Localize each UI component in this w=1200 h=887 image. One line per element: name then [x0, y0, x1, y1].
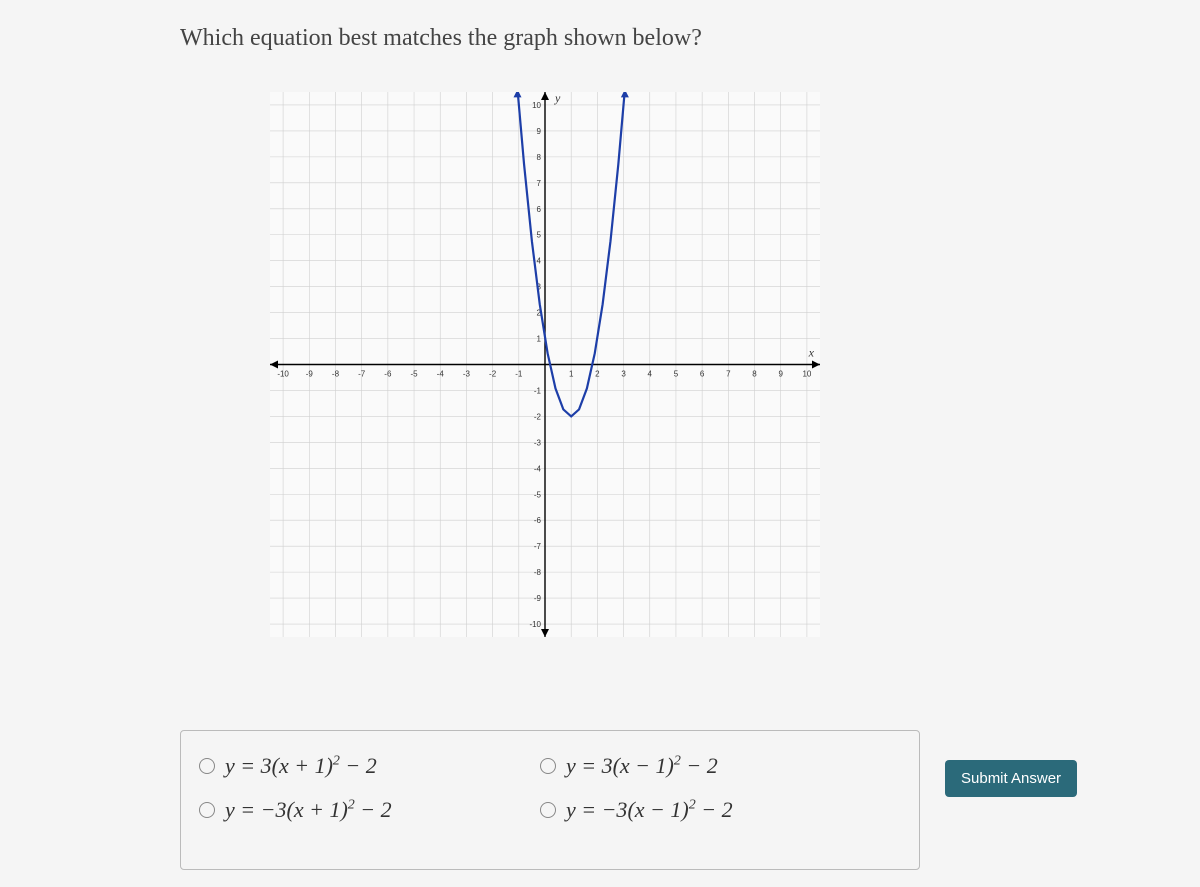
- eq-y: y: [225, 753, 235, 778]
- option-a[interactable]: y = 3(x + 1)2 − 2: [199, 753, 536, 779]
- svg-text:-10: -10: [277, 370, 289, 379]
- radio-icon: [540, 758, 556, 774]
- svg-text:9: 9: [778, 370, 783, 379]
- svg-text:5: 5: [537, 231, 542, 240]
- svg-text:-2: -2: [534, 412, 542, 421]
- page-root: Which equation best matches the graph sh…: [0, 0, 1200, 887]
- option-b[interactable]: y = 3(x − 1)2 − 2: [540, 753, 877, 779]
- svg-text:-3: -3: [463, 370, 471, 379]
- eq-x: x: [279, 753, 289, 778]
- eq-y: y: [566, 753, 576, 778]
- svg-text:6: 6: [537, 205, 542, 214]
- option-d-equation: y = −3(x − 1)2 − 2: [566, 797, 733, 823]
- svg-text:1: 1: [537, 335, 542, 344]
- eq-y: y: [225, 797, 235, 822]
- option-c-equation: y = −3(x + 1)2 − 2: [225, 797, 392, 823]
- option-d[interactable]: y = −3(x − 1)2 − 2: [540, 797, 877, 823]
- svg-text:10: 10: [532, 101, 541, 110]
- svg-text:7: 7: [726, 370, 731, 379]
- radio-icon: [199, 758, 215, 774]
- svg-text:-6: -6: [384, 370, 392, 379]
- svg-text:x: x: [808, 346, 815, 360]
- option-c[interactable]: y = −3(x + 1)2 − 2: [199, 797, 536, 823]
- svg-text:-8: -8: [534, 568, 542, 577]
- radio-icon: [199, 802, 215, 818]
- svg-text:-4: -4: [437, 370, 445, 379]
- svg-text:-5: -5: [410, 370, 418, 379]
- answer-options: y = 3(x + 1)2 − 2 y = 3(x − 1)2 − 2 y = …: [180, 730, 920, 870]
- option-a-equation: y = 3(x + 1)2 − 2: [225, 753, 377, 779]
- eq-x: x: [635, 797, 645, 822]
- svg-text:10: 10: [802, 370, 811, 379]
- parabola-graph: -10 -9 -8 -7 -6 -5 -4 -3 -2 -1 1 2 3 4 5 6 7 8 9 10 -10 -9 -8 -…: [270, 92, 820, 637]
- svg-text:5: 5: [674, 370, 679, 379]
- svg-text:-3: -3: [534, 438, 542, 447]
- svg-text:-9: -9: [306, 370, 314, 379]
- svg-text:-7: -7: [534, 542, 542, 551]
- option-b-equation: y = 3(x − 1)2 − 2: [566, 753, 718, 779]
- svg-text:-1: -1: [515, 370, 523, 379]
- submit-answer-button[interactable]: Submit Answer: [945, 760, 1077, 797]
- svg-text:-1: -1: [534, 386, 542, 395]
- radio-icon: [540, 802, 556, 818]
- svg-text:2: 2: [595, 370, 600, 379]
- graph-area: -10 -9 -8 -7 -6 -5 -4 -3 -2 -1 1 2 3 4 5 6 7 8 9 10 -10 -9 -8 -…: [270, 92, 820, 637]
- svg-text:-5: -5: [534, 490, 542, 499]
- question-prompt: Which equation best matches the graph sh…: [180, 25, 1200, 52]
- svg-text:1: 1: [569, 370, 574, 379]
- eq-x: x: [294, 797, 304, 822]
- svg-text:8: 8: [537, 153, 542, 162]
- eq-y: y: [566, 797, 576, 822]
- svg-text:6: 6: [700, 370, 705, 379]
- eq-x: x: [620, 753, 630, 778]
- svg-text:9: 9: [537, 127, 542, 136]
- svg-text:8: 8: [752, 370, 757, 379]
- svg-text:-7: -7: [358, 370, 366, 379]
- svg-text:-10: -10: [529, 620, 541, 629]
- svg-text:4: 4: [537, 257, 542, 266]
- svg-text:-8: -8: [332, 370, 340, 379]
- svg-text:4: 4: [648, 370, 653, 379]
- svg-text:3: 3: [621, 370, 626, 379]
- svg-text:-2: -2: [489, 370, 497, 379]
- svg-text:-6: -6: [534, 516, 542, 525]
- svg-text:-9: -9: [534, 594, 542, 603]
- svg-text:-4: -4: [534, 464, 542, 473]
- svg-text:7: 7: [537, 179, 542, 188]
- svg-text:y: y: [554, 92, 561, 105]
